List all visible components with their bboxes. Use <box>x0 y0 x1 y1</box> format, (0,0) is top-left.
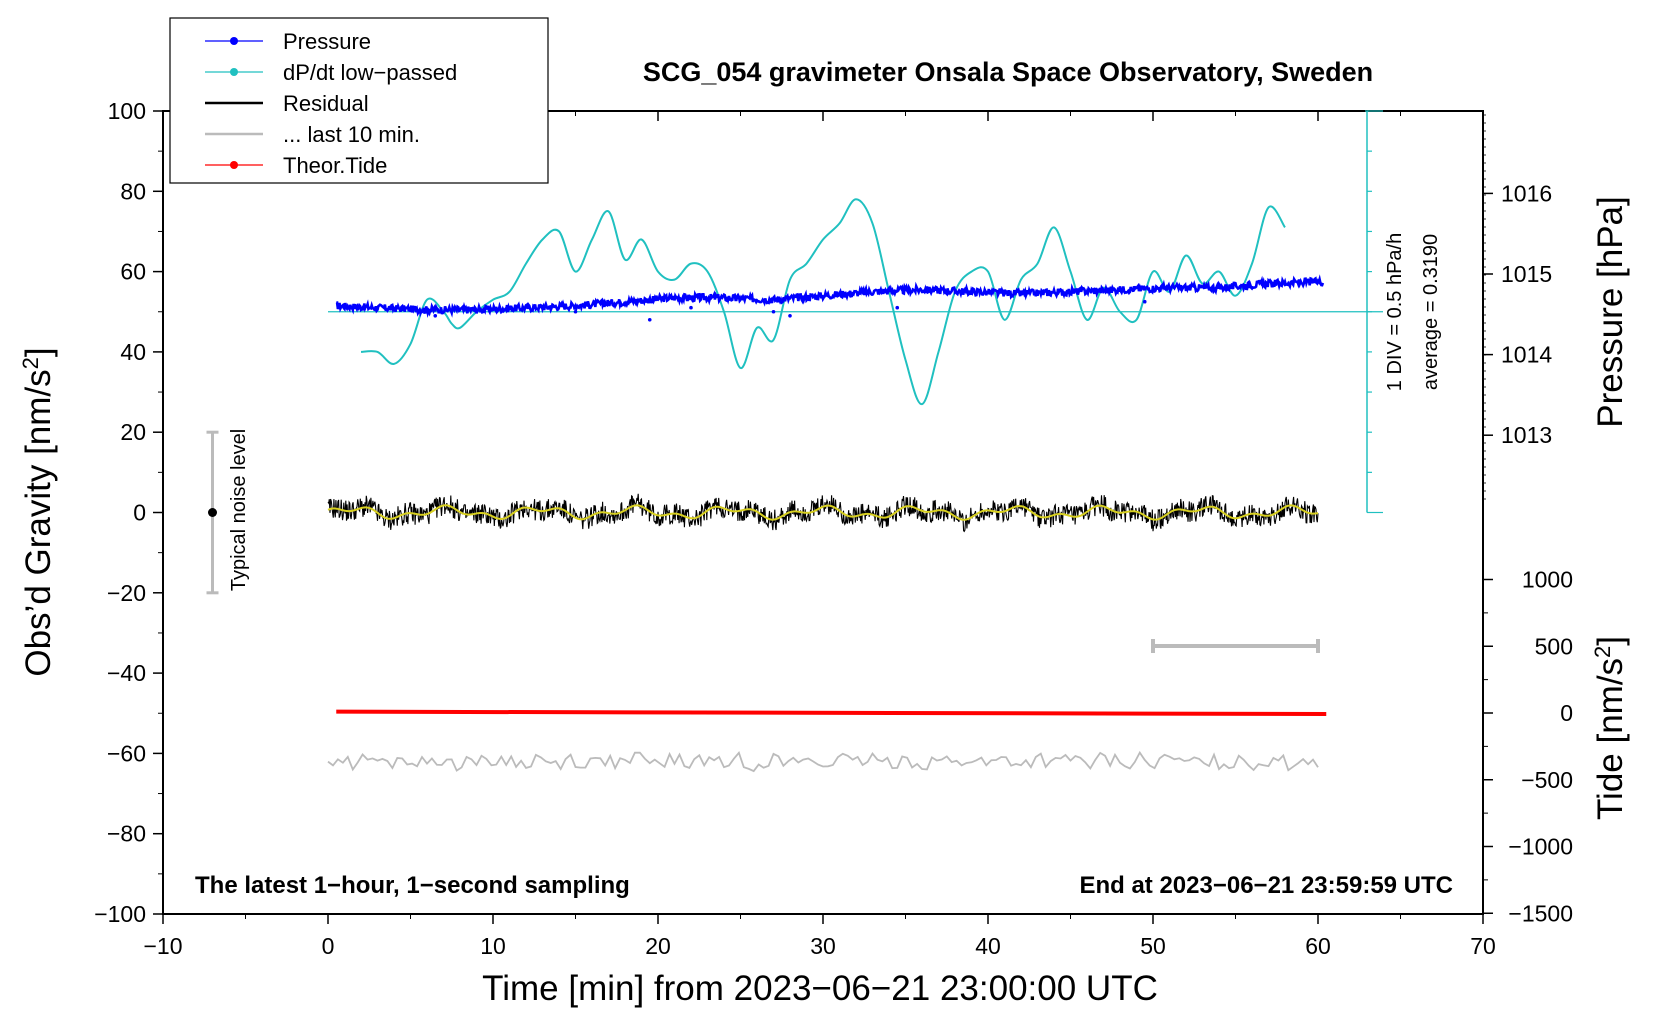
last-10-min-series-line <box>327 750 1319 773</box>
x-tick-label: 70 <box>1470 933 1496 959</box>
y-tick-label: −100 <box>94 901 146 927</box>
y-tick-label: −80 <box>107 821 146 847</box>
tide-axis-ticks: 1000 500 0 −500 −1000 −1500 <box>1483 567 1573 926</box>
legend-item-label: Residual <box>283 91 369 116</box>
tide-axis-title-end: ] <box>1591 636 1630 646</box>
y-tick-label: 60 <box>120 259 146 285</box>
residual-smoothed-line <box>327 504 1319 521</box>
legend: Pressure dP/dt low−passed Residual ... last… <box>169 17 549 184</box>
pressure-outlier-point <box>647 317 652 322</box>
tide-tick-label: −500 <box>1521 767 1573 793</box>
y-tick-label: −60 <box>107 740 146 766</box>
pressure-outlier-point <box>1142 299 1147 304</box>
pressure-axis-ticks: 1016 1015 1014 1013 <box>1483 114 1552 500</box>
tide-tick-label: −1500 <box>1508 900 1573 926</box>
legend-item-label: ... last 10 min. <box>283 122 420 147</box>
y-axis-title: Obs’d Gravity [nm/s2] <box>18 347 59 676</box>
bottom-right-note: End at 2023−06−21 23:59:59 UTC <box>1079 872 1453 899</box>
x-tick-label: 50 <box>1140 933 1166 959</box>
y-tick-label: −20 <box>107 580 146 606</box>
legend-item-label: dP/dt low−passed <box>283 60 457 85</box>
pressure-series-dots <box>335 274 1325 322</box>
y-axis-title-text: Obs’d Gravity [nm/s <box>19 369 58 676</box>
scale-bar-label-1: 1 DIV = 0.5 hPa/h <box>1384 233 1406 391</box>
pressure-tick-label: 1014 <box>1501 342 1552 368</box>
pressure-outlier-point <box>433 313 438 318</box>
legend-box <box>169 17 549 184</box>
scale-bar-label-2: average = 0.3190 <box>1420 234 1442 390</box>
y-axis-title-end: ] <box>19 347 58 357</box>
pressure-outlier-point <box>573 309 578 314</box>
legend-swatch-dot <box>230 37 238 45</box>
y-tick-label: 0 <box>133 500 146 526</box>
pressure-tick-label: 1013 <box>1501 422 1552 448</box>
tide-tick-label: 500 <box>1535 633 1573 659</box>
pressure-axis-title: Pressure [hPa] <box>1591 196 1630 428</box>
x-axis-title: Time [min] from 2023−06−21 23:00:00 UTC <box>482 969 1158 1008</box>
x-tick-label: 20 <box>645 933 671 959</box>
noise-bar-center-dot <box>208 508 217 517</box>
pressure-tick-label: 1016 <box>1501 180 1552 206</box>
pressure-outlier-point <box>895 305 900 310</box>
bottom-left-note: The latest 1−hour, 1−second sampling <box>195 872 630 899</box>
y-tick-label: −40 <box>107 660 146 686</box>
tide-axis-title: Tide [nm/s2] <box>1590 636 1631 820</box>
tide-tick-label: −1000 <box>1508 834 1573 860</box>
y-tick-label: 100 <box>108 98 146 124</box>
x-tick-label: 10 <box>480 933 506 959</box>
y-axis-ticks: 100 80 60 40 20 0 −20 −40 −60 −80 −100 <box>94 98 163 927</box>
x-tick-label: 30 <box>810 933 836 959</box>
x-tick-label: 40 <box>975 933 1001 959</box>
pressure-outlier-point <box>771 309 776 314</box>
tide-axis-title-sup: 2 <box>1590 646 1615 658</box>
legend-item-label: Theor.Tide <box>283 153 387 178</box>
pressure-series-line <box>335 274 1325 318</box>
tide-axis-title-text: Tide [nm/s <box>1591 658 1630 820</box>
y-tick-label: 80 <box>120 178 146 204</box>
x-tick-label: −10 <box>143 933 182 959</box>
y-tick-label: 40 <box>120 339 146 365</box>
tide-tick-label: 1000 <box>1522 567 1573 593</box>
pressure-outlier-point <box>788 313 792 318</box>
x-axis-ticks: −10 0 10 20 30 40 50 60 70 <box>143 111 1496 959</box>
legend-item-label: Pressure <box>283 29 371 54</box>
tide-series-line <box>336 709 1327 717</box>
dpdt-series-line <box>360 198 1286 406</box>
tide-tick-label: 0 <box>1560 700 1573 726</box>
plot-content <box>206 110 1383 773</box>
pressure-tick-label: 1015 <box>1501 261 1552 287</box>
x-tick-label: 60 <box>1305 933 1331 959</box>
legend-swatch-dot <box>230 68 238 76</box>
pressure-outlier-point <box>689 305 693 310</box>
noise-level-label: Typical noise level <box>228 429 250 591</box>
x-tick-label: 0 <box>322 933 335 959</box>
chart-title: SCG_054 gravimeter Onsala Space Observat… <box>643 57 1373 87</box>
y-tick-label: 20 <box>120 419 146 445</box>
y-axis-title-sup: 2 <box>18 357 43 369</box>
legend-swatch-dot <box>230 161 238 169</box>
